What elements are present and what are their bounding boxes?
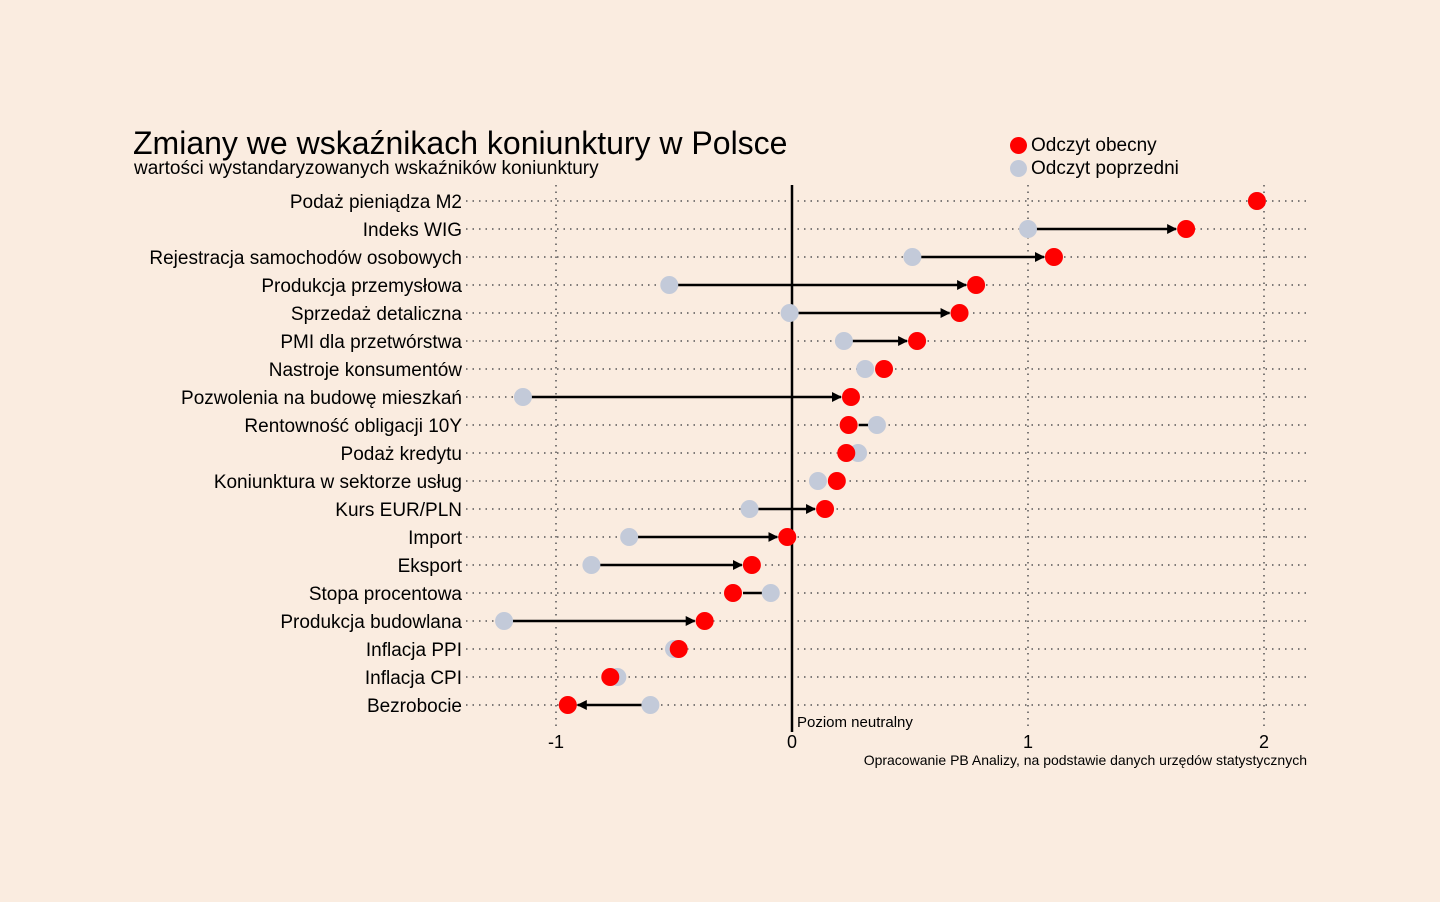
category-label: Import: [408, 528, 463, 549]
current-point: [908, 332, 927, 350]
previous-point: [856, 360, 875, 378]
previous-point: [834, 332, 853, 350]
current-point: [724, 584, 742, 602]
previous-point: [620, 528, 639, 546]
previous-point: [513, 388, 532, 406]
current-point: [558, 696, 577, 714]
previous-point: [740, 500, 759, 518]
category-label: Inflacja CPI: [365, 668, 462, 689]
legend-item-current: Odczyt obecny: [1010, 134, 1179, 157]
current-point: [842, 388, 860, 406]
x-tick-label: 0: [787, 732, 797, 752]
current-point: [1044, 248, 1063, 266]
previous-point: [903, 248, 922, 266]
category-label: Kurs EUR/PLN: [335, 500, 462, 521]
category-label: Inflacja PPI: [366, 640, 462, 661]
previous-point: [495, 612, 514, 630]
x-tick-label: 2: [1259, 732, 1269, 752]
category-label: Koniunktura w sektorze usług: [214, 472, 462, 493]
current-point: [778, 528, 797, 546]
x-tick-label: 1: [1023, 732, 1033, 752]
legend-label-current: Odczyt obecny: [1031, 134, 1157, 156]
category-label: Sprzedaż detaliczna: [291, 304, 463, 325]
category-label: Nastroje konsumentów: [269, 360, 463, 381]
category-label: Eksport: [398, 556, 463, 577]
current-point: [1247, 192, 1266, 210]
category-label: Podaż kredytu: [341, 444, 462, 465]
category-label: Podaż pieniądza M2: [290, 192, 462, 213]
current-point: [875, 360, 894, 378]
current-point: [967, 276, 986, 294]
previous-point: [660, 276, 679, 294]
category-label: Stopa procentowa: [309, 584, 463, 605]
previous-point: [641, 696, 660, 714]
previous-point: [761, 584, 780, 602]
current-point: [839, 416, 858, 434]
chart-subtitle: wartości wystandaryzowanych wskaźników k…: [134, 158, 599, 179]
category-label: Pozwolenia na budowę mieszkań: [181, 388, 462, 409]
legend-swatch-previous: [1010, 160, 1027, 177]
legend: Odczyt obecny Odczyt poprzedni: [1010, 134, 1179, 180]
previous-point: [867, 416, 886, 434]
category-label: Rentowność obligacji 10Y: [244, 416, 462, 437]
current-point: [742, 556, 761, 574]
current-point: [1177, 220, 1196, 238]
category-label: Produkcja przemysłowa: [261, 276, 462, 297]
current-point: [601, 668, 620, 686]
neutral-level-label: Poziom neutralny: [797, 714, 913, 731]
category-label: Produkcja budowlana: [280, 612, 462, 633]
current-point: [669, 640, 688, 658]
current-point: [695, 612, 714, 630]
previous-point: [1019, 220, 1037, 238]
legend-swatch-current: [1010, 137, 1027, 154]
current-point: [827, 472, 846, 490]
current-point: [950, 304, 969, 322]
category-label: Bezrobocie: [367, 696, 462, 717]
previous-point: [808, 472, 827, 490]
category-label: Rejestracja samochodów osobowych: [149, 248, 462, 269]
category-label: Indeks WIG: [363, 220, 462, 241]
legend-label-previous: Odczyt poprzedni: [1031, 157, 1179, 179]
current-point: [837, 444, 856, 462]
category-label: PMI dla przetwórstwa: [280, 332, 462, 353]
previous-point: [780, 304, 799, 322]
current-point: [816, 500, 835, 518]
source-note: Opracowanie PB Analizy, na podstawie dan…: [863, 752, 1307, 768]
x-tick-label: -1: [548, 732, 564, 752]
legend-item-previous: Odczyt poprzedni: [1010, 157, 1179, 180]
chart-title: Zmiany we wskaźnikach koniunktury w Pols…: [133, 125, 788, 161]
previous-point: [582, 556, 601, 574]
